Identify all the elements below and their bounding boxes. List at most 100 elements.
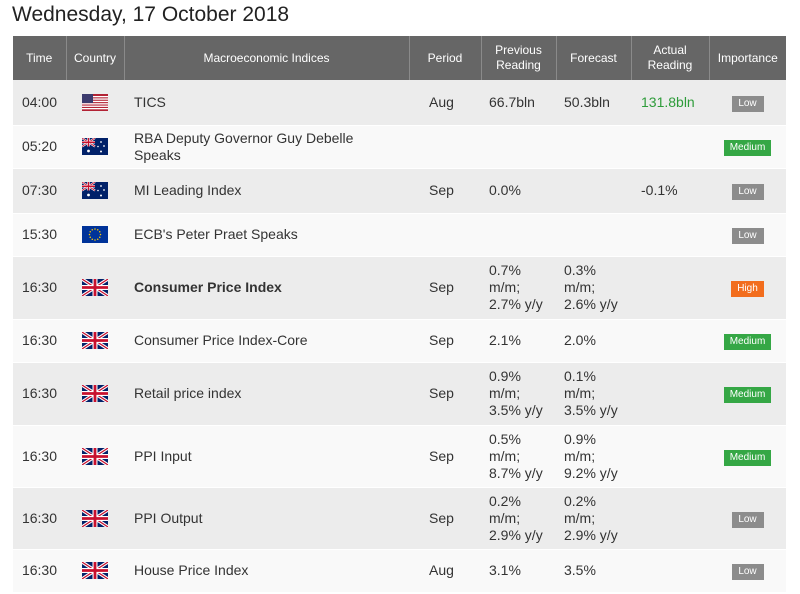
cell-indicator-name: House Price Index	[124, 549, 409, 593]
header-importance: Importance	[709, 36, 786, 80]
cell-period: Sep	[409, 362, 481, 426]
cell-time: 07:30	[13, 168, 66, 214]
header-previous: Previous Reading	[481, 36, 557, 80]
table-row: 05:20 RBA Deputy Governor Guy Debelle Spea…	[13, 125, 786, 169]
table-row: 16:30 House Price Index Aug 3.1% 3.5% Low	[13, 549, 786, 593]
australia-flag-icon	[82, 182, 108, 200]
uk-flag-icon	[82, 447, 108, 465]
table-row: 07:30 MI Leading Index Sep 0.0% -0.1% Low	[13, 168, 786, 214]
table-header-row: Time Country Macroeconomic Indices Perio…	[13, 36, 786, 80]
cell-forecast: 0.3% m/m; 2.6% y/y	[556, 256, 631, 320]
cell-country	[66, 256, 124, 320]
header-forecast: Forecast	[556, 36, 632, 80]
cell-indicator-name: PPI Input	[124, 425, 409, 488]
cell-forecast: 50.3bln	[556, 80, 631, 126]
header-actual: Actual Reading	[631, 36, 710, 80]
uk-flag-icon	[82, 332, 108, 350]
cell-importance: Medium	[709, 362, 786, 426]
cell-time: 16:30	[13, 549, 66, 593]
cell-importance: Low	[709, 80, 786, 126]
cell-importance: Medium	[709, 319, 786, 363]
cell-indicator-name: PPI Output	[124, 487, 409, 550]
cell-indicator-name: Consumer Price Index-Core	[124, 319, 409, 363]
cell-time: 16:30	[13, 362, 66, 426]
cell-time: 15:30	[13, 213, 66, 257]
header-time: Time	[13, 36, 67, 80]
cell-indicator-name: ECB's Peter Praet Speaks	[124, 213, 409, 257]
header-period: Period	[409, 36, 482, 80]
cell-previous: 2.1%	[481, 319, 556, 363]
cell-country	[66, 80, 124, 126]
cell-forecast	[556, 213, 631, 257]
cell-importance: Low	[709, 487, 786, 550]
cell-time: 16:30	[13, 487, 66, 550]
cell-importance: High	[709, 256, 786, 320]
cell-forecast: 0.9% m/m; 9.2% y/y	[556, 425, 631, 488]
table-row: 15:30 ECB's Peter Praet Speaks Low	[13, 213, 786, 257]
cell-country	[66, 168, 124, 214]
cell-period	[409, 125, 481, 169]
cell-actual	[631, 487, 709, 550]
cell-importance: Medium	[709, 125, 786, 169]
cell-previous	[481, 213, 556, 257]
table-row: 16:30 Consumer Price Index Sep 0.7% m/m; 2.7%…	[13, 256, 786, 320]
cell-period: Sep	[409, 487, 481, 550]
cell-period: Sep	[409, 425, 481, 488]
cell-period: Sep	[409, 256, 481, 320]
cell-period	[409, 213, 481, 257]
cell-previous: 0.7% m/m; 2.7% y/y	[481, 256, 556, 320]
cell-indicator-name: Retail price index	[124, 362, 409, 426]
cell-time: 04:00	[13, 80, 66, 126]
cell-country	[66, 425, 124, 488]
importance-badge: Medium	[723, 387, 772, 403]
cell-previous: 0.2% m/m; 2.9% y/y	[481, 487, 556, 550]
cell-actual	[631, 425, 709, 488]
cell-country	[66, 213, 124, 257]
cell-actual	[631, 549, 709, 593]
cell-indicator-name: MI Leading Index	[124, 168, 409, 214]
page-title: Wednesday, 17 October 2018	[12, 3, 290, 26]
cell-importance: Low	[709, 549, 786, 593]
importance-badge: Medium	[723, 140, 772, 156]
cell-actual: 131.8bln	[631, 80, 709, 126]
cell-actual	[631, 256, 709, 320]
cell-period: Sep	[409, 319, 481, 363]
cell-indicator-name: Consumer Price Index	[124, 256, 409, 320]
importance-badge: Medium	[723, 449, 772, 466]
cell-country	[66, 125, 124, 169]
cell-importance: Low	[709, 168, 786, 214]
cell-previous: 3.1%	[481, 549, 556, 593]
cell-previous: 66.7bln	[481, 80, 556, 126]
cell-period: Sep	[409, 168, 481, 214]
cell-previous	[481, 125, 556, 169]
cell-forecast: 0.2% m/m; 2.9% y/y	[556, 487, 631, 550]
uk-flag-icon	[82, 279, 108, 297]
table-row: 16:30 Retail price index Sep 0.9% m/m; 3.5% y…	[13, 362, 786, 426]
importance-badge: Low	[731, 228, 764, 244]
uk-flag-icon	[82, 509, 108, 527]
importance-badge: High	[731, 281, 764, 297]
table-row: 16:30 PPI Output Sep 0.2% m/m; 2.9% y/y 0.2% m/…	[13, 487, 786, 550]
cell-country	[66, 487, 124, 550]
cell-country	[66, 549, 124, 593]
cell-actual	[631, 319, 709, 363]
importance-badge: Medium	[723, 334, 772, 350]
header-country: Country	[66, 36, 125, 80]
table-row: 16:30 Consumer Price Index-Core Sep 2.1% 2.0…	[13, 319, 786, 363]
cell-time: 16:30	[13, 319, 66, 363]
cell-indicator-name: RBA Deputy Governor Guy Debelle Speaks	[124, 125, 409, 169]
cell-period: Aug	[409, 549, 481, 593]
importance-badge: Low	[731, 184, 764, 200]
cell-importance: Medium	[709, 425, 786, 488]
cell-forecast: 2.0%	[556, 319, 631, 363]
cell-actual	[631, 125, 709, 169]
uk-flag-icon	[82, 562, 108, 580]
table-row: 16:30 PPI Input Sep 0.5% m/m; 8.7% y/y 0.9% m/m…	[13, 425, 786, 488]
us-flag-icon	[82, 93, 108, 112]
cell-country	[66, 362, 124, 426]
header-indices: Macroeconomic Indices	[124, 36, 410, 80]
cell-forecast: 3.5%	[556, 549, 631, 593]
australia-flag-icon	[82, 138, 108, 156]
importance-badge: Low	[731, 95, 764, 112]
cell-country	[66, 319, 124, 363]
